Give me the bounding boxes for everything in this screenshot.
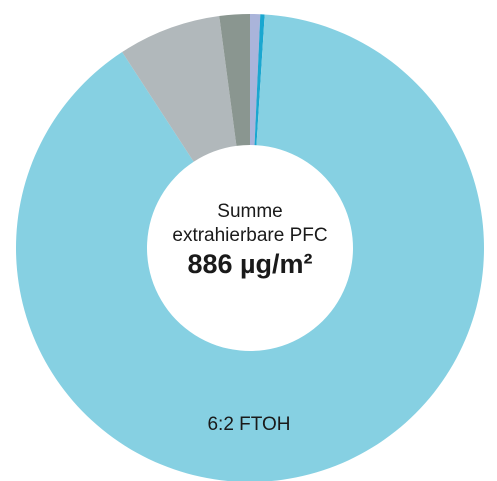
slice — [122, 16, 237, 162]
slice — [219, 14, 250, 146]
slice-label: 6:2 FTOH — [207, 414, 290, 435]
center-total: 886 µg/m² — [187, 249, 312, 279]
slice — [16, 14, 484, 481]
center-line: Summe — [217, 201, 282, 222]
slices — [16, 14, 484, 481]
slice — [250, 14, 261, 146]
slice — [254, 14, 265, 146]
center-line: extrahierbare PFC — [172, 225, 327, 246]
